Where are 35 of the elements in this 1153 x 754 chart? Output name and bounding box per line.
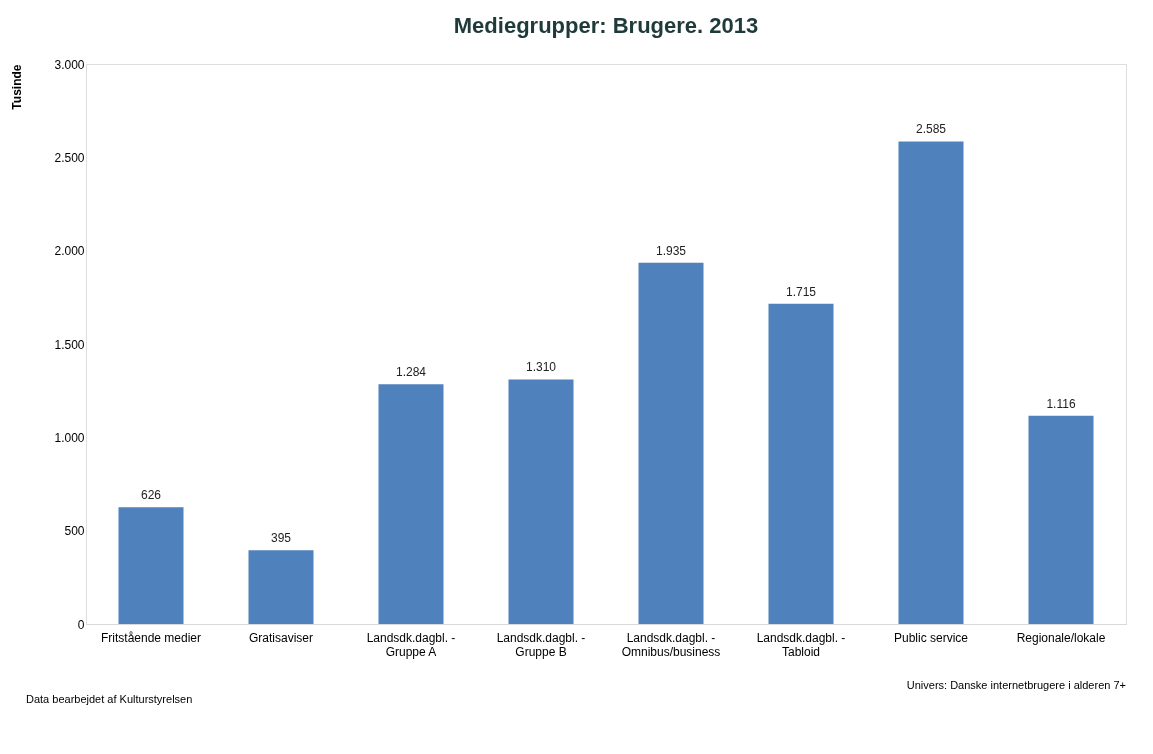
data-label: 1.284 [395,365,427,380]
y-tick-label: 0 [77,617,85,632]
bar [248,550,314,624]
data-label: 626 [140,488,162,503]
bar [638,262,704,624]
data-label: 1.116 [1046,396,1076,411]
x-tick-label: Fritstående medier [100,630,202,645]
y-tick-label: 500 [64,524,85,539]
data-label: 1.715 [785,284,817,299]
data-label: 2.585 [915,122,947,137]
x-tick-label: Landsdk.dagbl. - Tabloid [756,630,846,659]
x-tick-label: Landsdk.dagbl. - Gruppe A [366,630,456,659]
bar [898,141,964,624]
y-tick-label: 2.500 [54,150,85,165]
x-tick-label: Landsdk.dagbl. - Gruppe B [496,630,586,659]
bar [508,379,574,624]
text: Data bearbejdet af Kulturstyrelsen [26,693,193,705]
y-tick-label: 3.000 [54,57,85,72]
data-label: 395 [270,531,292,546]
x-tick-label: Landsdk.dagbl. - Omnibus/business [621,630,721,659]
y-axis-title: Tusinde [10,64,25,110]
data-label: 1.935 [655,243,687,258]
y-tick-label: 1.500 [54,337,85,352]
data-label: 1.310 [525,360,557,375]
chart-title: Mediegrupper: Brugere. 2013 [453,13,759,38]
bar [118,507,184,624]
x-tick-label: Gratisaviser [248,630,314,645]
x-tick-label: Regionale/lokale [1016,630,1106,645]
bar [1028,415,1094,624]
text: Univers: Danske internetbrugere i alderen 7+ [906,679,1126,691]
bar [768,303,834,624]
y-tick-label: 2.000 [54,244,85,259]
y-tick-label: 1.000 [54,430,85,445]
x-tick-label: Public service [893,630,969,645]
bar [378,384,444,624]
